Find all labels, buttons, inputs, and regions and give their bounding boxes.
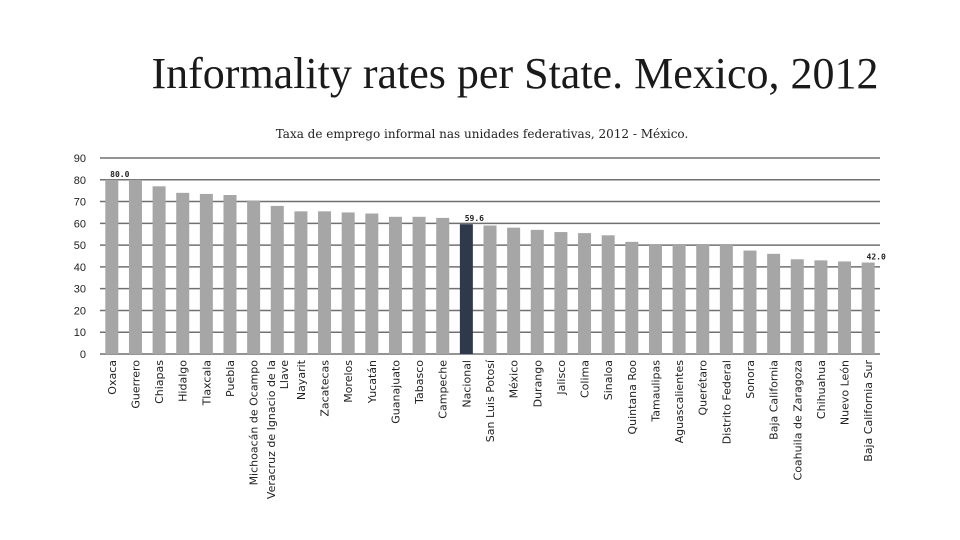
bar bbox=[601, 235, 615, 354]
x-tick-label: Nacional bbox=[460, 360, 473, 408]
bar bbox=[365, 213, 379, 354]
y-tick-label: 90 bbox=[74, 153, 86, 165]
bar bbox=[270, 205, 284, 354]
x-tick-label: Michoacán de Ocampo bbox=[248, 360, 261, 486]
x-tick-label: San Luis Potosí bbox=[484, 359, 497, 442]
bar bbox=[648, 244, 662, 354]
x-tick-label: Baja California Sur bbox=[862, 360, 875, 462]
bar bbox=[767, 253, 781, 354]
bar bbox=[294, 211, 308, 354]
x-tick-label: Durango bbox=[531, 360, 544, 408]
bar bbox=[341, 212, 355, 354]
bar bbox=[790, 259, 804, 354]
x-tick-label: Guerrero bbox=[129, 360, 142, 409]
x-tick-label: Oxaca bbox=[106, 360, 119, 395]
data-label: 42.0 bbox=[867, 253, 886, 262]
x-tick-label: Distrito Federal bbox=[720, 360, 733, 444]
x-tick-label: Llave bbox=[278, 360, 291, 389]
bar bbox=[507, 227, 521, 354]
x-tick-label: Sonora bbox=[744, 360, 757, 399]
chart-title: Taxa de emprego informal nas unidades fe… bbox=[276, 127, 689, 141]
bar bbox=[199, 193, 213, 354]
bar bbox=[625, 241, 639, 354]
bar bbox=[459, 224, 473, 354]
x-tick-label: Coahuila de Zaragoza bbox=[791, 360, 804, 480]
x-tick-label: Chihuahua bbox=[815, 360, 828, 419]
data-labels: 80.0 59.6 42.0 bbox=[110, 170, 886, 262]
y-tick-label: 0 bbox=[80, 349, 86, 361]
x-tick-label: Zacatecas bbox=[319, 360, 332, 417]
bar bbox=[483, 225, 497, 354]
bar bbox=[388, 216, 402, 354]
x-tick-label: Querétaro bbox=[697, 360, 710, 416]
bar bbox=[696, 244, 710, 354]
bar bbox=[743, 250, 757, 354]
x-tick-label: Tamaulipas bbox=[649, 360, 662, 423]
bar bbox=[578, 233, 592, 354]
bar bbox=[554, 232, 568, 354]
x-tick-label: Colima bbox=[579, 360, 592, 398]
bars bbox=[105, 179, 875, 354]
x-tick-label: Nayarit bbox=[295, 359, 308, 400]
bar bbox=[861, 262, 875, 354]
x-axis-labels: Oxaca Guerrero Chiapas Hidalgo Tlaxcala Puebl… bbox=[106, 359, 875, 499]
bar bbox=[719, 244, 733, 354]
bar bbox=[436, 217, 450, 354]
x-tick-label: Tabasco bbox=[413, 360, 426, 405]
x-tick-label: México bbox=[508, 360, 521, 399]
bar bbox=[838, 261, 852, 354]
x-tick-label: Chiapas bbox=[153, 360, 166, 404]
x-tick-label: Campeche bbox=[437, 360, 450, 419]
bar bbox=[105, 179, 119, 354]
data-label: 59.6 bbox=[465, 214, 484, 223]
slide-title: Informality rates per State. Mexico, 201… bbox=[151, 49, 879, 98]
x-tick-label: Jalisco bbox=[555, 360, 568, 396]
y-axis: 0 10 20 30 40 50 60 70 80 90 bbox=[74, 153, 86, 361]
bar bbox=[814, 260, 828, 354]
x-tick-label: Baja California bbox=[768, 360, 781, 440]
bar bbox=[247, 200, 261, 354]
y-tick-label: 30 bbox=[74, 284, 86, 296]
bar bbox=[530, 229, 544, 354]
x-tick-label: Veracruz de Ignacio de la bbox=[265, 360, 278, 499]
x-tick-label: Sinaloa bbox=[602, 360, 615, 400]
x-tick-label: Guanajuato bbox=[389, 360, 402, 424]
y-tick-label: 20 bbox=[74, 305, 86, 317]
bar bbox=[412, 216, 426, 354]
y-tick-label: 50 bbox=[74, 240, 86, 252]
bar bbox=[318, 211, 332, 354]
x-tick-label: Yucatán bbox=[366, 360, 379, 404]
y-tick-label: 80 bbox=[74, 175, 86, 187]
bar bbox=[672, 244, 686, 354]
x-tick-label: Puebla bbox=[224, 360, 237, 397]
bar bbox=[128, 179, 142, 354]
bar bbox=[152, 186, 166, 354]
bar bbox=[176, 192, 190, 354]
x-tick-label: Morelos bbox=[342, 360, 355, 403]
data-label: 80.0 bbox=[110, 170, 129, 179]
y-tick-label: 60 bbox=[74, 218, 86, 230]
x-tick-label: Quintana Roo bbox=[626, 360, 639, 435]
y-tick-label: 70 bbox=[74, 197, 86, 209]
y-tick-label: 40 bbox=[74, 262, 86, 274]
x-tick-label: Nuevo León bbox=[839, 360, 852, 425]
bar bbox=[223, 195, 237, 354]
y-tick-label: 10 bbox=[74, 327, 86, 339]
x-tick-label: Hidalgo bbox=[177, 360, 190, 402]
x-tick-label: Tlaxcala bbox=[200, 360, 213, 406]
x-tick-label: Aguascalientes bbox=[673, 360, 686, 444]
